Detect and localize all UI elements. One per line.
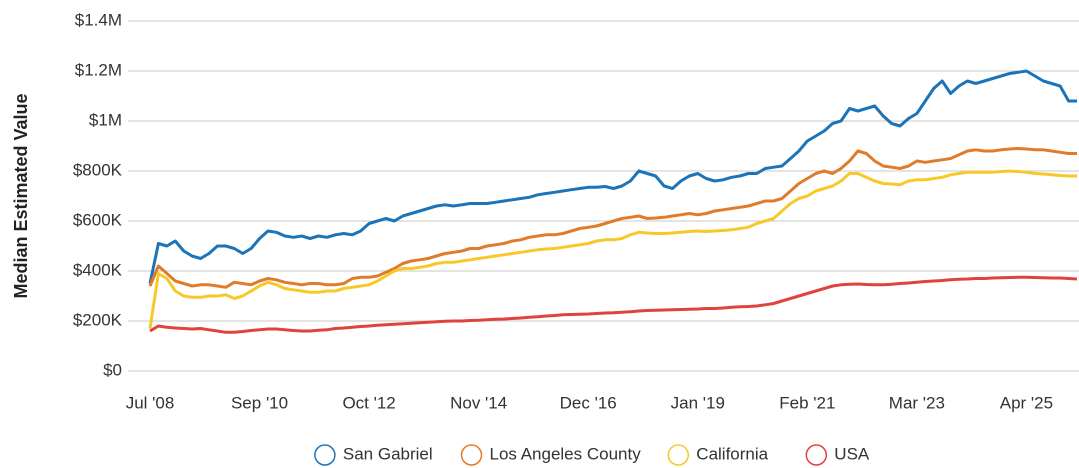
x-tick-label: Nov '14: [450, 393, 507, 412]
legend-label: Los Angeles County: [490, 444, 642, 463]
legend-marker: [805, 444, 828, 466]
x-tick-label: Jul '08: [126, 393, 175, 412]
x-tick-label: Mar '23: [889, 393, 945, 412]
series-line: [148, 147, 1077, 289]
y-tick-label: $400K: [73, 260, 123, 279]
x-tick-label: Jan '19: [671, 393, 725, 412]
series-line: [149, 275, 1078, 334]
legend-label: San Gabriel: [343, 444, 433, 463]
y-tick-label: $1.2M: [75, 60, 122, 79]
legend-label: USA: [834, 444, 870, 463]
x-tick-label: Dec '16: [560, 393, 617, 412]
y-tick-label: $600K: [73, 210, 123, 229]
legend-marker: [314, 444, 336, 466]
legend-marker: [667, 444, 690, 466]
legend-marker: [460, 444, 483, 466]
x-tick-label: Oct '12: [342, 393, 395, 412]
legend-label: California: [696, 444, 768, 463]
y-tick-label: $800K: [73, 160, 123, 179]
y-tick-label: $0: [103, 360, 122, 379]
x-tick-label: Feb '21: [779, 393, 835, 412]
y-tick-label: $1.4M: [75, 10, 122, 29]
series-line: [148, 169, 1077, 329]
y-tick-label: $1M: [89, 110, 122, 129]
x-tick-label: Apr '25: [1000, 393, 1053, 412]
series-line: [148, 69, 1077, 284]
x-tick-label: Sep '10: [231, 393, 288, 412]
y-axis-title: Median Estimated Value: [11, 93, 31, 298]
y-tick-label: $200K: [73, 310, 123, 329]
